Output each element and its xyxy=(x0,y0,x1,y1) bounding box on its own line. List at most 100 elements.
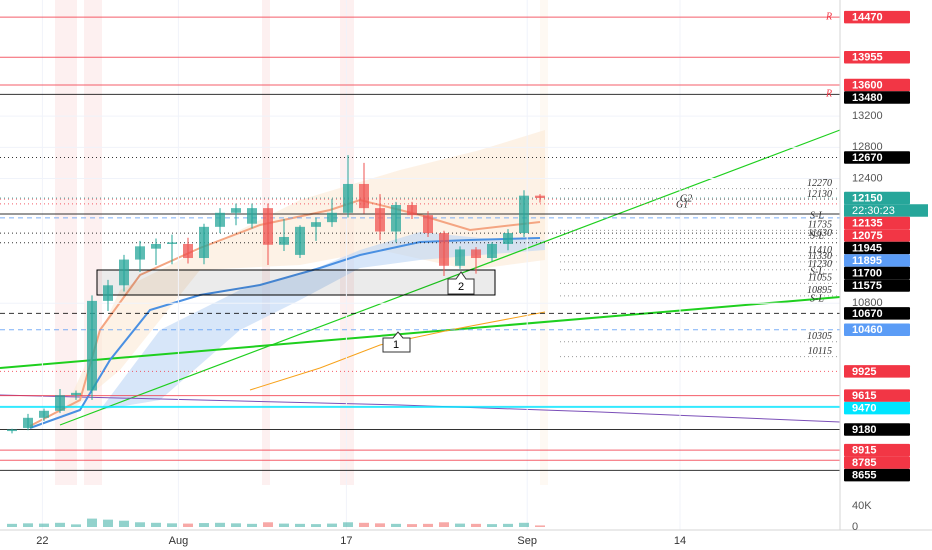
volume-bar xyxy=(247,523,257,527)
candle-body xyxy=(391,205,401,232)
volume-bar xyxy=(263,522,273,527)
price-label: 9470 xyxy=(852,402,876,414)
candle-body xyxy=(423,215,433,234)
volume-bar xyxy=(71,524,81,527)
ma-line xyxy=(249,311,546,391)
volume-bar xyxy=(215,522,225,527)
countdown-bg xyxy=(844,204,928,217)
resistance-mark: R xyxy=(825,11,832,22)
candle-body xyxy=(439,233,449,266)
price-label: 11575 xyxy=(852,280,882,292)
volume-bar xyxy=(199,523,209,527)
volume-bar xyxy=(311,524,321,527)
volume-bar xyxy=(23,523,33,527)
candle-body xyxy=(231,208,241,213)
candle-body xyxy=(279,236,289,245)
y-tick-label: 12800 xyxy=(852,141,883,153)
candle-body xyxy=(359,183,369,209)
candle-body xyxy=(55,395,65,411)
candle-body xyxy=(7,429,17,432)
callout-label: 1 xyxy=(393,339,399,351)
volume-bar xyxy=(7,523,17,527)
trend-line xyxy=(0,296,841,369)
price-label: 8655 xyxy=(852,470,876,482)
price-label-bg xyxy=(844,423,910,436)
volume-bar xyxy=(359,522,369,527)
price-label: 12075 xyxy=(852,230,883,242)
level-note: 11055 xyxy=(808,273,832,284)
price-label-bg xyxy=(844,241,910,255)
volume-bar xyxy=(391,523,401,527)
level-note: 11735 xyxy=(808,220,832,231)
level-note: 12130 xyxy=(807,189,832,200)
candle-body xyxy=(119,259,129,286)
price-label: 9615 xyxy=(852,390,876,402)
price-label: 13480 xyxy=(852,92,883,104)
volume-bar xyxy=(343,522,353,527)
level-note: 10305 xyxy=(807,331,832,342)
candle-body xyxy=(167,242,177,244)
volume-tick-label: 40K xyxy=(852,500,872,512)
stop-loss-mark: S-L xyxy=(810,230,824,241)
candle-body xyxy=(247,208,257,224)
price-label-bg xyxy=(844,468,910,482)
volume-bar xyxy=(535,525,545,527)
price-label: 11945 xyxy=(852,242,882,254)
callout-box xyxy=(447,271,475,295)
x-tick-label: 14 xyxy=(674,535,686,547)
candle-body xyxy=(535,195,545,198)
level-note: 11410 xyxy=(808,245,832,256)
volume-bar xyxy=(295,523,305,527)
candle-body xyxy=(23,417,33,428)
candle-body xyxy=(343,183,353,213)
x-tick-label: 22 xyxy=(36,535,48,547)
volume-bar xyxy=(167,523,177,527)
candle-body xyxy=(215,212,225,227)
drawings xyxy=(0,129,841,429)
candle-body xyxy=(375,208,385,232)
price-label: 10670 xyxy=(852,308,883,320)
stop-loss-mark: S-L xyxy=(810,210,824,221)
price-label-bg xyxy=(844,229,910,242)
price-label: 11895 xyxy=(852,255,882,267)
price-label-bg xyxy=(844,443,910,457)
price-label-bg xyxy=(844,151,910,164)
price-label-bg xyxy=(844,323,910,336)
target-mark: G1 xyxy=(676,199,688,210)
candle-body xyxy=(311,222,321,227)
price-label-bg xyxy=(844,91,910,104)
price-label-bg xyxy=(844,456,910,469)
stop-loss-mark: S-L xyxy=(810,293,824,304)
price-label: 12670 xyxy=(852,152,883,164)
volume-bar xyxy=(455,523,465,527)
price-label: 13955 xyxy=(852,52,883,64)
price-label: 9180 xyxy=(852,424,876,436)
price-label: 8915 xyxy=(852,445,876,457)
price-label: 10460 xyxy=(852,324,883,336)
x-tick-label: Sep xyxy=(517,535,537,547)
x-tick-label: 17 xyxy=(340,535,352,547)
volume-bar xyxy=(439,522,449,527)
candle-body xyxy=(135,246,145,260)
candle-body xyxy=(407,205,417,216)
candle-body xyxy=(103,285,113,301)
volume-bar xyxy=(87,518,97,527)
price-label: 14470 xyxy=(852,12,883,24)
callout-label: 2 xyxy=(458,281,464,293)
volume-bar xyxy=(375,523,385,527)
stop-loss-mark: S-L xyxy=(810,266,824,277)
volume-bar xyxy=(135,522,145,527)
trend-line xyxy=(59,129,841,426)
candle-body xyxy=(519,195,529,234)
price-label-bg xyxy=(844,51,910,64)
price-label: 13600 xyxy=(852,79,883,91)
price-label: 12135 xyxy=(852,217,883,229)
volume-bar xyxy=(103,519,113,527)
candle-body xyxy=(295,226,305,255)
volume-tick-label: 0 xyxy=(852,521,858,533)
candle-body xyxy=(199,226,209,259)
volume-bar xyxy=(55,522,65,527)
x-tick-label: Aug xyxy=(169,535,189,547)
range-box xyxy=(96,269,496,296)
